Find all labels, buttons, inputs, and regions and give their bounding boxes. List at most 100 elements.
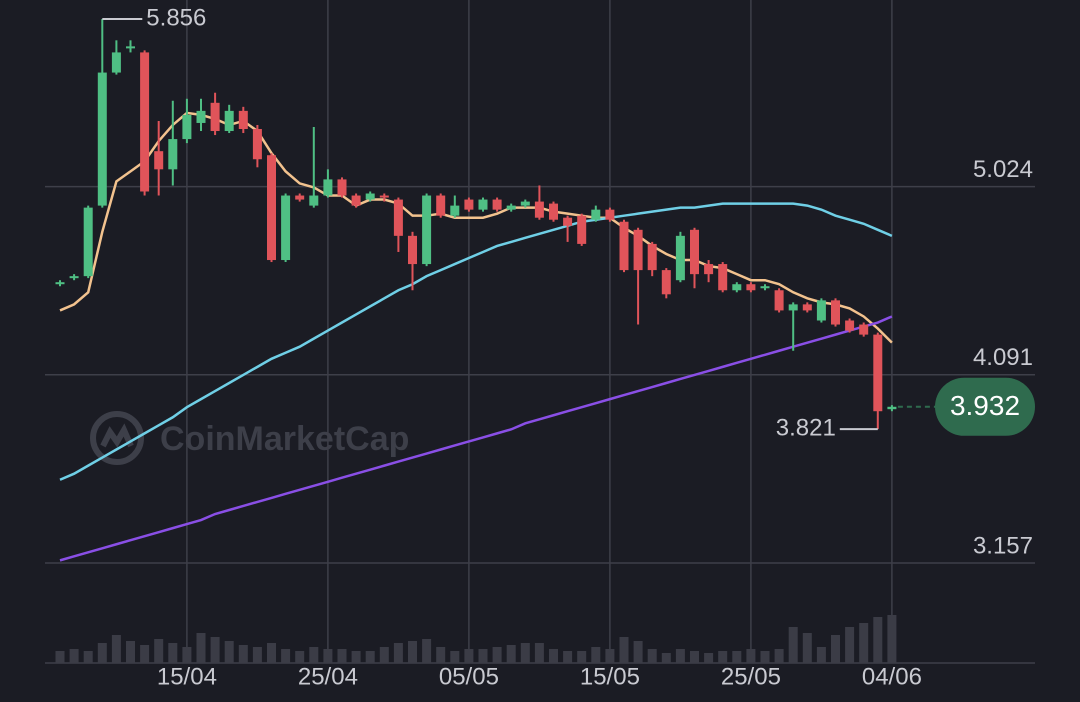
volume-bar bbox=[492, 647, 502, 663]
candle-body bbox=[83, 207, 93, 277]
volume-bar bbox=[704, 653, 714, 663]
volume-bar bbox=[816, 647, 826, 663]
volume-bar bbox=[224, 641, 234, 663]
volume-bar bbox=[295, 651, 305, 663]
candle-body bbox=[140, 52, 150, 192]
volume-bar bbox=[563, 651, 573, 663]
candle-body bbox=[732, 284, 742, 291]
volume-bar bbox=[647, 649, 657, 663]
candle-body bbox=[816, 300, 826, 321]
candle-body bbox=[55, 282, 65, 285]
volume-bar bbox=[845, 627, 855, 663]
volume-bar bbox=[478, 649, 488, 663]
candle-body bbox=[267, 155, 276, 261]
moving-average-line bbox=[59, 202, 893, 481]
candle-body bbox=[393, 199, 403, 236]
candle-body bbox=[520, 201, 530, 206]
volume-bar bbox=[309, 647, 319, 663]
volume-bar bbox=[549, 649, 558, 663]
candle-body bbox=[408, 235, 417, 265]
volume-bar bbox=[774, 649, 784, 663]
volume-bar bbox=[534, 643, 544, 663]
low-label: 3.821 bbox=[776, 414, 836, 441]
volume-bar bbox=[140, 645, 150, 663]
volume-bar bbox=[619, 637, 629, 663]
candle-body bbox=[690, 229, 699, 275]
candle-body bbox=[337, 179, 347, 196]
candle-body bbox=[196, 110, 206, 123]
volume-bar bbox=[69, 649, 79, 663]
x-tick-label: 05/05 bbox=[439, 663, 499, 690]
candle-body bbox=[563, 217, 573, 226]
volume-bar bbox=[210, 637, 220, 663]
candle-body bbox=[619, 221, 629, 271]
volume-bar bbox=[351, 651, 361, 663]
candle-body bbox=[238, 110, 248, 130]
volume-bar bbox=[591, 647, 601, 663]
candle-body bbox=[182, 114, 192, 140]
x-tick-label: 15/04 bbox=[157, 663, 217, 690]
candle-body bbox=[450, 205, 460, 216]
candle-body bbox=[111, 52, 121, 73]
moving-average-line bbox=[59, 315, 893, 562]
volume-bar bbox=[267, 643, 276, 663]
volume-bar bbox=[887, 615, 897, 663]
volume-bar bbox=[661, 653, 671, 663]
volume-bar bbox=[802, 633, 812, 663]
candle-body bbox=[633, 229, 643, 271]
candle-body bbox=[591, 209, 601, 220]
x-tick-label: 25/05 bbox=[721, 663, 781, 690]
volume-bar bbox=[464, 649, 474, 663]
volume-bar bbox=[605, 649, 615, 663]
volume-bar bbox=[436, 647, 446, 663]
candle-body bbox=[873, 334, 883, 412]
candle-body bbox=[365, 193, 375, 200]
candle-body bbox=[549, 203, 558, 220]
candle-body bbox=[309, 195, 319, 206]
candle-body bbox=[436, 195, 446, 216]
volume-bar bbox=[393, 643, 403, 663]
volume-bar bbox=[168, 643, 178, 663]
volume-bar bbox=[337, 649, 347, 663]
last-price-badge bbox=[935, 377, 1035, 436]
volume-bar bbox=[859, 623, 869, 663]
volume-bar bbox=[252, 647, 262, 663]
volume-bar bbox=[97, 643, 107, 663]
candle-body bbox=[661, 270, 671, 295]
x-tick-label: 25/04 bbox=[298, 663, 358, 690]
last-price-label: 3.932 bbox=[950, 390, 1020, 421]
candle-body bbox=[323, 179, 333, 196]
y-tick-label: 4.091 bbox=[973, 344, 1033, 371]
candle-body bbox=[210, 102, 220, 132]
volume-bar bbox=[281, 649, 291, 663]
volume-bar bbox=[323, 649, 333, 663]
volume-bar bbox=[520, 643, 530, 663]
candle-body bbox=[605, 209, 615, 220]
volume-bar bbox=[831, 635, 840, 663]
volume-bar bbox=[365, 651, 375, 663]
volume-bar bbox=[408, 641, 417, 663]
volume-bar bbox=[154, 639, 164, 663]
candle-body bbox=[252, 129, 262, 160]
candle-body bbox=[126, 46, 135, 49]
volume-bar bbox=[690, 651, 699, 663]
candle-body bbox=[506, 205, 516, 210]
candle-body bbox=[224, 110, 234, 132]
candle-body bbox=[831, 300, 840, 325]
volume-bar bbox=[182, 647, 192, 663]
volume-bar bbox=[238, 645, 248, 663]
volume-bar bbox=[746, 649, 756, 663]
volume-bar bbox=[450, 651, 460, 663]
candle-body bbox=[295, 195, 305, 200]
volume-bar bbox=[577, 651, 587, 663]
candle-body bbox=[704, 264, 714, 275]
candle-body bbox=[69, 276, 79, 279]
volume-bar bbox=[379, 647, 389, 663]
volume-bar bbox=[675, 649, 685, 663]
candle-body bbox=[379, 195, 389, 198]
candle-body bbox=[577, 215, 587, 244]
volume-bar bbox=[873, 617, 883, 663]
